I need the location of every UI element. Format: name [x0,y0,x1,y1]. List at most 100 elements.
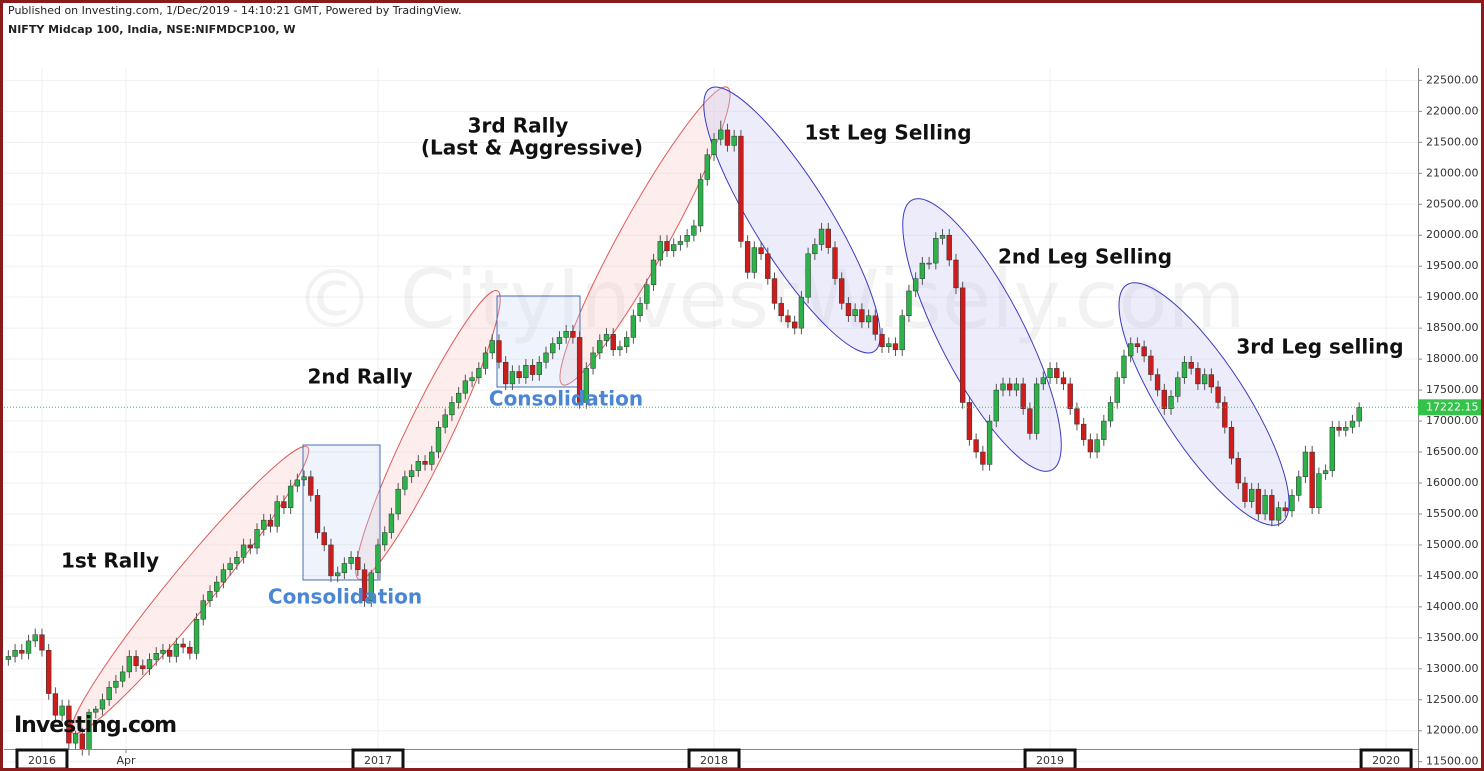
candle-body [1282,507,1288,512]
candle-body [368,572,374,601]
candle-body [5,656,12,660]
y-tick-label: 20500.00 [1426,197,1479,210]
candle-body [180,643,186,648]
candle-body [550,343,556,354]
candle-body [261,519,267,530]
candle-body [872,315,878,335]
candle-body [637,303,643,317]
x-tick-label: 2020 [1372,754,1400,767]
candle-body [66,705,72,744]
candle-body [254,529,260,549]
candle-body [287,485,294,509]
logo: Investing.com [14,713,176,738]
candle-body [798,296,805,329]
x-tick-label: 2016 [28,754,56,767]
title: NIFTY Midcap 100, India, NSE:NIFMDCP100,… [8,23,296,36]
candle-body [1262,495,1268,515]
candle-body [1235,457,1241,484]
candles [4,120,1418,756]
candle-body [818,228,825,245]
candle-body [1228,426,1235,459]
x-tick-label: 2018 [700,754,728,767]
candle-body [1107,402,1114,422]
candle-body [1007,383,1013,391]
y-tick-label: 22000.00 [1426,104,1479,117]
candle-body [1134,343,1141,347]
candle-body [771,278,778,304]
y-tick-label: 18000.00 [1426,352,1479,365]
candle-body [308,476,314,496]
candle-body [429,451,435,465]
x-tick-label: 2019 [1036,754,1064,767]
candle-body [106,687,112,701]
candle-body [1020,383,1026,409]
y-tick-label: 21000.00 [1426,166,1479,179]
y-tick-label: 11500.00 [1426,755,1479,768]
candle-body [623,337,630,347]
candle-body [1033,383,1040,434]
candle-body [1296,476,1302,496]
candle-body [953,259,959,289]
annotation: 2nd Rally [307,365,412,389]
candle-body [1114,377,1120,403]
annotation: 2nd Leg Selling [998,245,1172,269]
y-tick-label: 17000.00 [1426,414,1479,427]
candle-body [455,392,462,403]
candle-body [1322,470,1329,474]
candle-body [1027,408,1033,434]
candle-body [912,278,919,292]
candle-body [173,643,180,657]
candle-body [892,343,899,351]
candle-body [1275,507,1282,521]
candle-body [731,135,737,146]
candle-body [1080,423,1087,440]
candle-body [671,244,677,251]
candle-body [1054,368,1060,378]
candle-body [32,634,38,642]
annotation: 1st Rally [61,549,159,573]
candle-body [946,234,952,261]
candle-body [792,321,798,329]
candle-body [449,402,455,416]
candle-body [744,241,751,273]
candle-body [247,544,253,549]
candle-body [1215,386,1221,403]
last-price-label: 17222.15 [1426,400,1479,413]
candle-body [113,680,119,688]
candle-body [422,461,428,465]
axes: 11500.00 12000.00 12500.00 13000.00 13500.00… [4,68,1482,771]
candle-body [543,352,549,363]
candle-body [1336,426,1342,431]
candle-body [99,699,106,710]
candle-body [650,259,657,286]
candle-body [281,501,287,509]
y-tick-label: 15500.00 [1426,507,1479,520]
y-tick-label: 18500.00 [1426,321,1479,334]
candle-body [1040,377,1046,385]
candle-body [126,656,133,673]
candle-body [72,733,79,744]
candle-body [1195,368,1201,385]
candle-body [570,330,576,338]
annotation: 1st Leg Selling [804,121,971,145]
candle-body [341,563,348,574]
annotation: 3rd Leg selling [1236,335,1403,359]
candle-body [301,476,307,481]
candle-body [1094,439,1100,453]
candle-body [509,371,516,385]
candle-body [805,253,811,298]
candle-body [926,262,932,265]
candle-body [1343,426,1349,431]
candle-body [166,649,173,657]
candle-body [153,653,159,660]
candle-body [859,309,865,323]
candle-body [489,340,495,354]
annotation: Consolidation [268,585,422,609]
annotation: (Last & Aggressive) [421,136,643,160]
candle-body [187,646,193,654]
candle-body [442,414,448,428]
candle-body [375,544,381,574]
candle-body [1242,482,1248,502]
candle-body [724,129,731,146]
